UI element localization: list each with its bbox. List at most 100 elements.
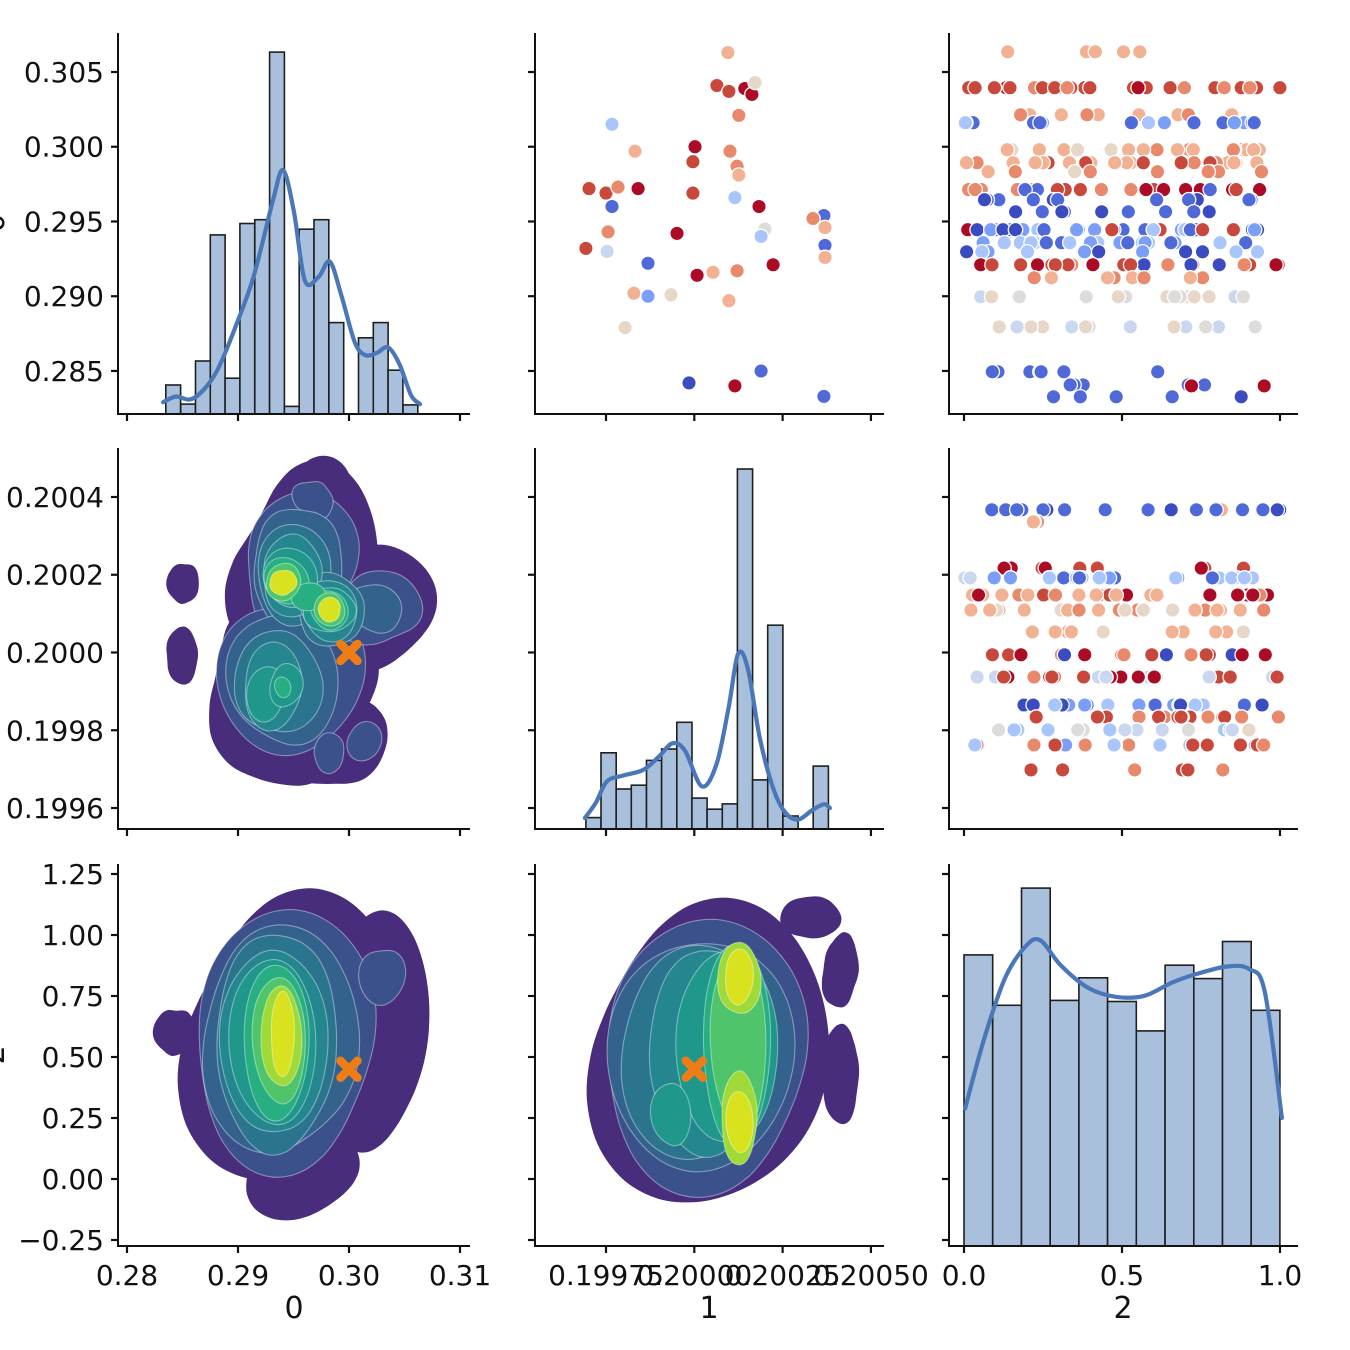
scatter-point bbox=[1200, 709, 1216, 725]
scatter-point bbox=[1101, 722, 1118, 738]
x-tick-label: 1.0 bbox=[1258, 1259, 1303, 1292]
scatter-point bbox=[970, 587, 987, 603]
scatter-point bbox=[984, 363, 1001, 380]
scatter-point bbox=[1079, 106, 1095, 123]
scatter-point bbox=[1031, 141, 1048, 158]
scatter-point bbox=[1061, 234, 1078, 251]
scatter-point bbox=[1023, 319, 1039, 335]
scatter-point bbox=[995, 669, 1012, 685]
scatter-point bbox=[1034, 203, 1051, 220]
scatter-point bbox=[1038, 234, 1055, 251]
y-tick-label: 0.285 bbox=[24, 355, 104, 388]
x-tick-label: 0.5 bbox=[1100, 1259, 1145, 1292]
scatter-point bbox=[1180, 762, 1196, 778]
scatter-point bbox=[1209, 602, 1225, 618]
scatter-point bbox=[1047, 737, 1063, 753]
scatter-point bbox=[1186, 288, 1203, 305]
scatter-point bbox=[1072, 388, 1089, 405]
scatter-point bbox=[1136, 269, 1152, 286]
y-axis-label-0: 0 bbox=[0, 213, 12, 232]
subplot-r1-c0 bbox=[166, 455, 438, 786]
scatter-point bbox=[640, 288, 656, 305]
scatter-point bbox=[1211, 256, 1228, 273]
scatter-point bbox=[1135, 141, 1152, 158]
scatter-point bbox=[1136, 256, 1152, 273]
x-axis-label-2: 2 bbox=[1113, 1291, 1132, 1326]
y-tick-label: 0.50 bbox=[42, 1041, 104, 1074]
y-tick-label: 0.2000 bbox=[6, 636, 104, 669]
scatter-point bbox=[1019, 243, 1036, 260]
scatter-point bbox=[984, 646, 1001, 663]
hist-bar bbox=[736, 468, 754, 829]
scatter-point bbox=[685, 153, 701, 170]
kde-curve bbox=[582, 649, 832, 822]
scatter-point bbox=[1234, 646, 1251, 663]
scatter-point bbox=[1123, 181, 1139, 198]
scatter-point bbox=[1122, 319, 1139, 335]
scatter-point bbox=[730, 167, 747, 183]
scatter-point bbox=[1196, 377, 1213, 393]
contour-blob bbox=[724, 948, 755, 1006]
contour-level bbox=[269, 569, 341, 623]
hist-bar bbox=[224, 377, 241, 414]
scatter-point bbox=[1187, 602, 1203, 618]
scatter-point bbox=[1251, 181, 1268, 198]
scatter-point bbox=[727, 378, 743, 394]
scatter-point bbox=[1071, 602, 1087, 618]
kde-contours bbox=[586, 896, 860, 1203]
scatter-point bbox=[962, 570, 979, 586]
y-tick-label: 0.295 bbox=[24, 205, 104, 238]
scatter-point bbox=[1130, 669, 1147, 685]
y-tick-label: 0.305 bbox=[24, 56, 104, 89]
scatter-point bbox=[1208, 501, 1224, 518]
hist-bar bbox=[751, 779, 769, 829]
scatter-point bbox=[1150, 709, 1167, 725]
contour-blob bbox=[317, 596, 341, 623]
scatter-point bbox=[1154, 722, 1171, 738]
contour-blob bbox=[270, 990, 296, 1077]
subplot-r2-c1 bbox=[586, 896, 860, 1203]
scatter-point bbox=[720, 44, 736, 61]
scatter-point bbox=[1098, 669, 1114, 685]
scatter-point bbox=[1063, 319, 1080, 335]
scatter-point bbox=[1247, 319, 1264, 335]
scatter-point bbox=[1119, 234, 1136, 251]
y-tick-label: 0.00 bbox=[42, 1163, 104, 1196]
scatter-point bbox=[1011, 288, 1028, 305]
scatter-point bbox=[1108, 587, 1125, 603]
scatter-point bbox=[630, 180, 646, 197]
scatter-point bbox=[663, 286, 679, 303]
scatter-point bbox=[1023, 762, 1039, 778]
scatter-point bbox=[1268, 256, 1284, 273]
contour-blob bbox=[313, 732, 345, 775]
scatter-point bbox=[1164, 624, 1181, 640]
scatter-point bbox=[1076, 646, 1093, 663]
scatter-point bbox=[1116, 646, 1132, 663]
scatter-point bbox=[1163, 234, 1179, 251]
scatter-point bbox=[689, 267, 705, 284]
scatter-point bbox=[1182, 269, 1199, 286]
scatter-point bbox=[996, 234, 1013, 251]
scatter-point bbox=[1157, 203, 1174, 220]
scatter-point bbox=[1233, 709, 1250, 725]
scatter-point bbox=[1235, 624, 1252, 640]
scatter-point bbox=[1233, 388, 1250, 405]
scatter-point bbox=[1012, 256, 1029, 273]
scatter-point bbox=[1201, 203, 1218, 220]
scatter-point bbox=[991, 319, 1008, 335]
scatter-point bbox=[1077, 737, 1094, 753]
contour-blob bbox=[166, 626, 199, 685]
scatter-point bbox=[581, 180, 597, 197]
scatter-point bbox=[1062, 377, 1079, 393]
scatter-point bbox=[1212, 234, 1228, 251]
scatter-point bbox=[1122, 256, 1139, 273]
scatter-point bbox=[1097, 501, 1114, 518]
scatter-point bbox=[1090, 602, 1107, 618]
scatter-point bbox=[969, 669, 985, 685]
scatter-point bbox=[1029, 256, 1046, 273]
y-tick-label: 0.2002 bbox=[6, 559, 104, 592]
scatter-point bbox=[1075, 669, 1092, 685]
x-tick-label: 0.0 bbox=[942, 1259, 987, 1292]
scatter-point bbox=[1026, 737, 1042, 753]
axes-r0-c0: 0.305 0.300 0.295 0.290 0.285 bbox=[24, 33, 470, 421]
